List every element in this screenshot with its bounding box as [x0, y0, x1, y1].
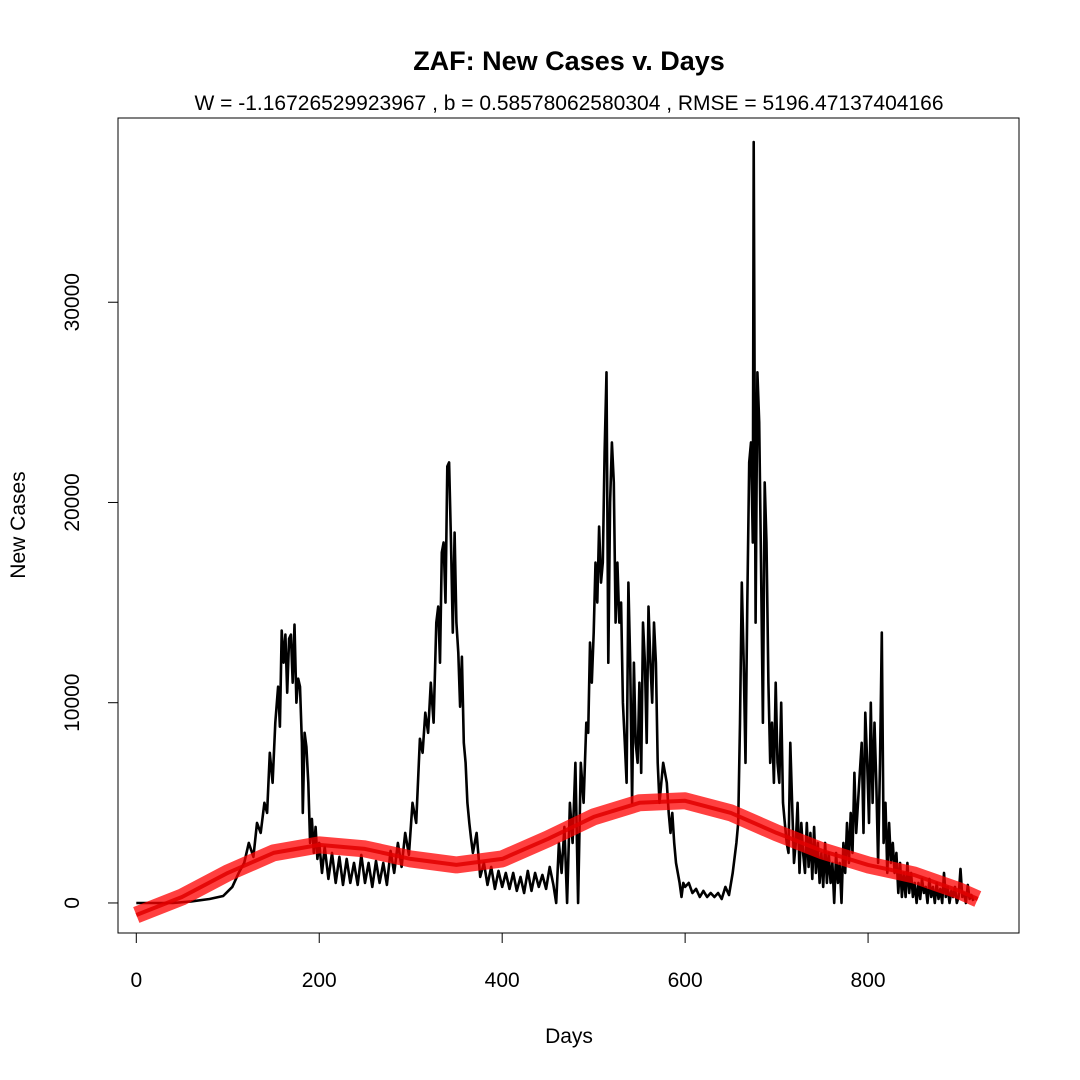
x-tick-label: 600	[668, 969, 703, 992]
new-cases-line	[136, 140, 975, 905]
x-axis-title: Days	[545, 1025, 593, 1048]
y-axis: 0 10000 20000 30000	[61, 273, 119, 909]
y-tick-label: 10000	[61, 674, 84, 732]
y-tick-label: 20000	[61, 473, 84, 531]
plot-series	[133, 140, 982, 923]
chart-title: ZAF: New Cases v. Days	[413, 46, 725, 76]
x-tick-label: 800	[851, 969, 886, 992]
x-tick-label: 200	[302, 969, 337, 992]
chart-subtitle: W = -1.16726529923967 , b = 0.5857806258…	[194, 92, 943, 115]
x-axis: 0 200 400 600 800	[130, 932, 886, 992]
y-axis-title: New Cases	[7, 471, 30, 578]
x-tick-label: 400	[485, 969, 520, 992]
y-tick-label: 30000	[61, 273, 84, 331]
y-tick-label: 0	[61, 897, 84, 909]
fit-curve-line	[135, 798, 979, 917]
x-tick-label: 0	[130, 969, 142, 992]
